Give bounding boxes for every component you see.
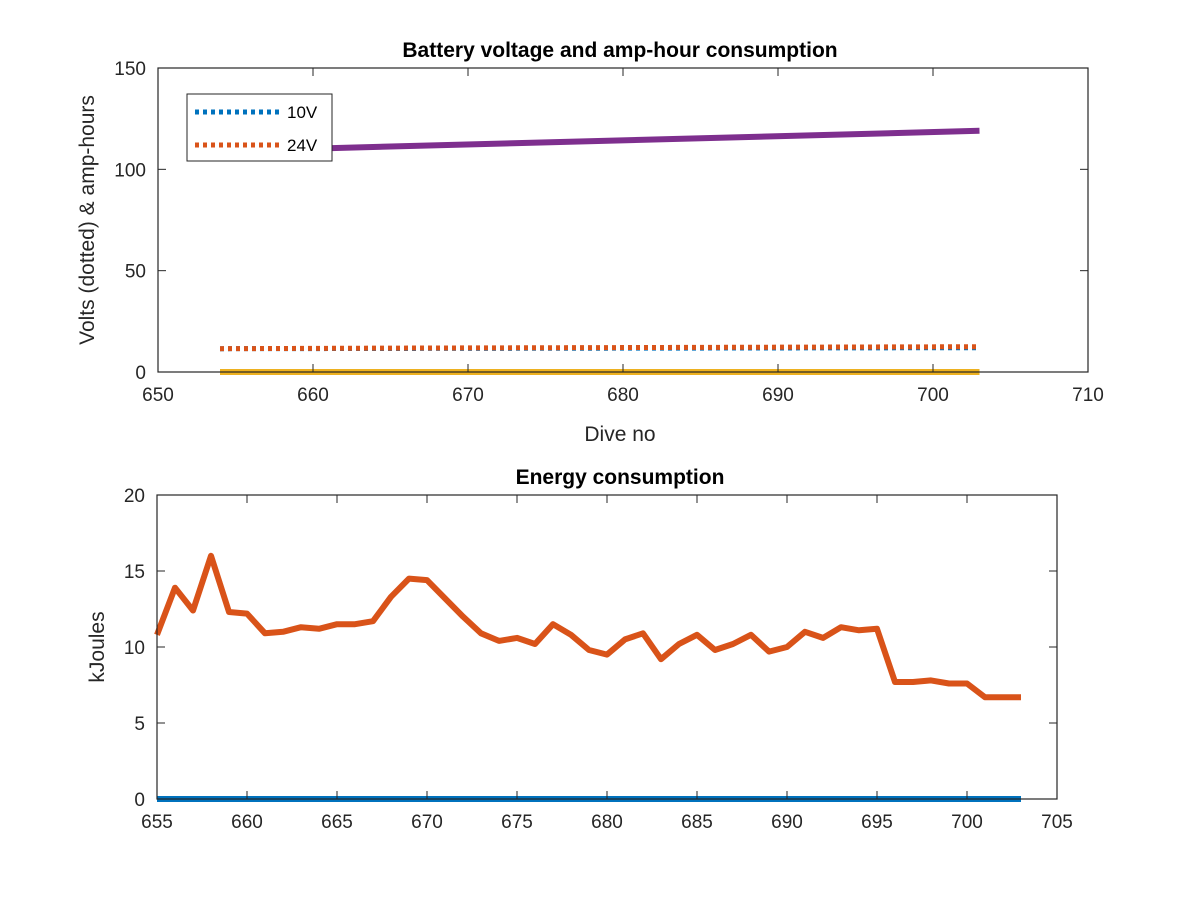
series-line-4 bbox=[219, 127, 980, 155]
x-tick-label: 695 bbox=[861, 812, 893, 833]
x-tick-label: 680 bbox=[607, 385, 639, 406]
x-tick-label: 670 bbox=[452, 385, 484, 406]
chart-title: Battery voltage and amp-hour consumption bbox=[402, 39, 837, 62]
y-axis-label: kJoules bbox=[86, 611, 109, 682]
ticks-layer: 650 660 670 680 690 700 710 0 50 100 150 bbox=[114, 59, 1104, 406]
legend-label-10v: 10V bbox=[287, 103, 318, 122]
y-tick-label: 5 bbox=[134, 714, 145, 735]
x-tick-label: 700 bbox=[951, 812, 983, 833]
y-axis-label: Volts (dotted) & amp-hours bbox=[76, 95, 99, 345]
legend: 10V 24V bbox=[186, 93, 333, 162]
x-tick-label: 675 bbox=[501, 812, 533, 833]
series-line-2 bbox=[154, 552, 1021, 701]
x-tick-label: 710 bbox=[1072, 385, 1104, 406]
x-tick-label: 650 bbox=[142, 385, 174, 406]
y-tick-label: 0 bbox=[135, 363, 146, 384]
chart-title: Energy consumption bbox=[516, 466, 725, 489]
x-tick-label: 685 bbox=[681, 812, 713, 833]
energy-plot: 655 660 665 670 675 680 685 690 695 700 705 0 5 10 15 2… bbox=[86, 466, 1073, 833]
x-tick-label: 690 bbox=[771, 812, 803, 833]
x-tick-label: 660 bbox=[297, 385, 329, 406]
ticks-layer: 655 660 665 670 675 680 685 690 695 700 705 0 5 10 15 2… bbox=[124, 486, 1073, 833]
series-line-24v bbox=[219, 344, 980, 352]
plot-area bbox=[157, 495, 1057, 799]
x-tick-label: 670 bbox=[411, 812, 443, 833]
y-tick-label: 100 bbox=[114, 160, 146, 181]
voltage-plot: 650 660 670 680 690 700 710 0 50 100 150 Battery v… bbox=[76, 39, 1104, 446]
x-tick-label: 690 bbox=[762, 385, 794, 406]
y-tick-label: 50 bbox=[125, 262, 146, 283]
x-tick-label: 680 bbox=[591, 812, 623, 833]
y-tick-label: 20 bbox=[124, 486, 145, 507]
legend-box bbox=[186, 93, 333, 162]
x-tick-label: 655 bbox=[141, 812, 173, 833]
x-axis-label: Dive no bbox=[584, 423, 655, 446]
y-tick-label: 0 bbox=[134, 790, 145, 811]
x-tick-label: 700 bbox=[917, 385, 949, 406]
legend-label-24v: 24V bbox=[287, 136, 318, 155]
x-tick-label: 705 bbox=[1041, 812, 1073, 833]
x-tick-label: 660 bbox=[231, 812, 263, 833]
x-tick-label: 665 bbox=[321, 812, 353, 833]
y-tick-label: 15 bbox=[124, 562, 145, 583]
y-tick-label: 10 bbox=[124, 638, 145, 659]
y-tick-label: 150 bbox=[114, 59, 146, 80]
